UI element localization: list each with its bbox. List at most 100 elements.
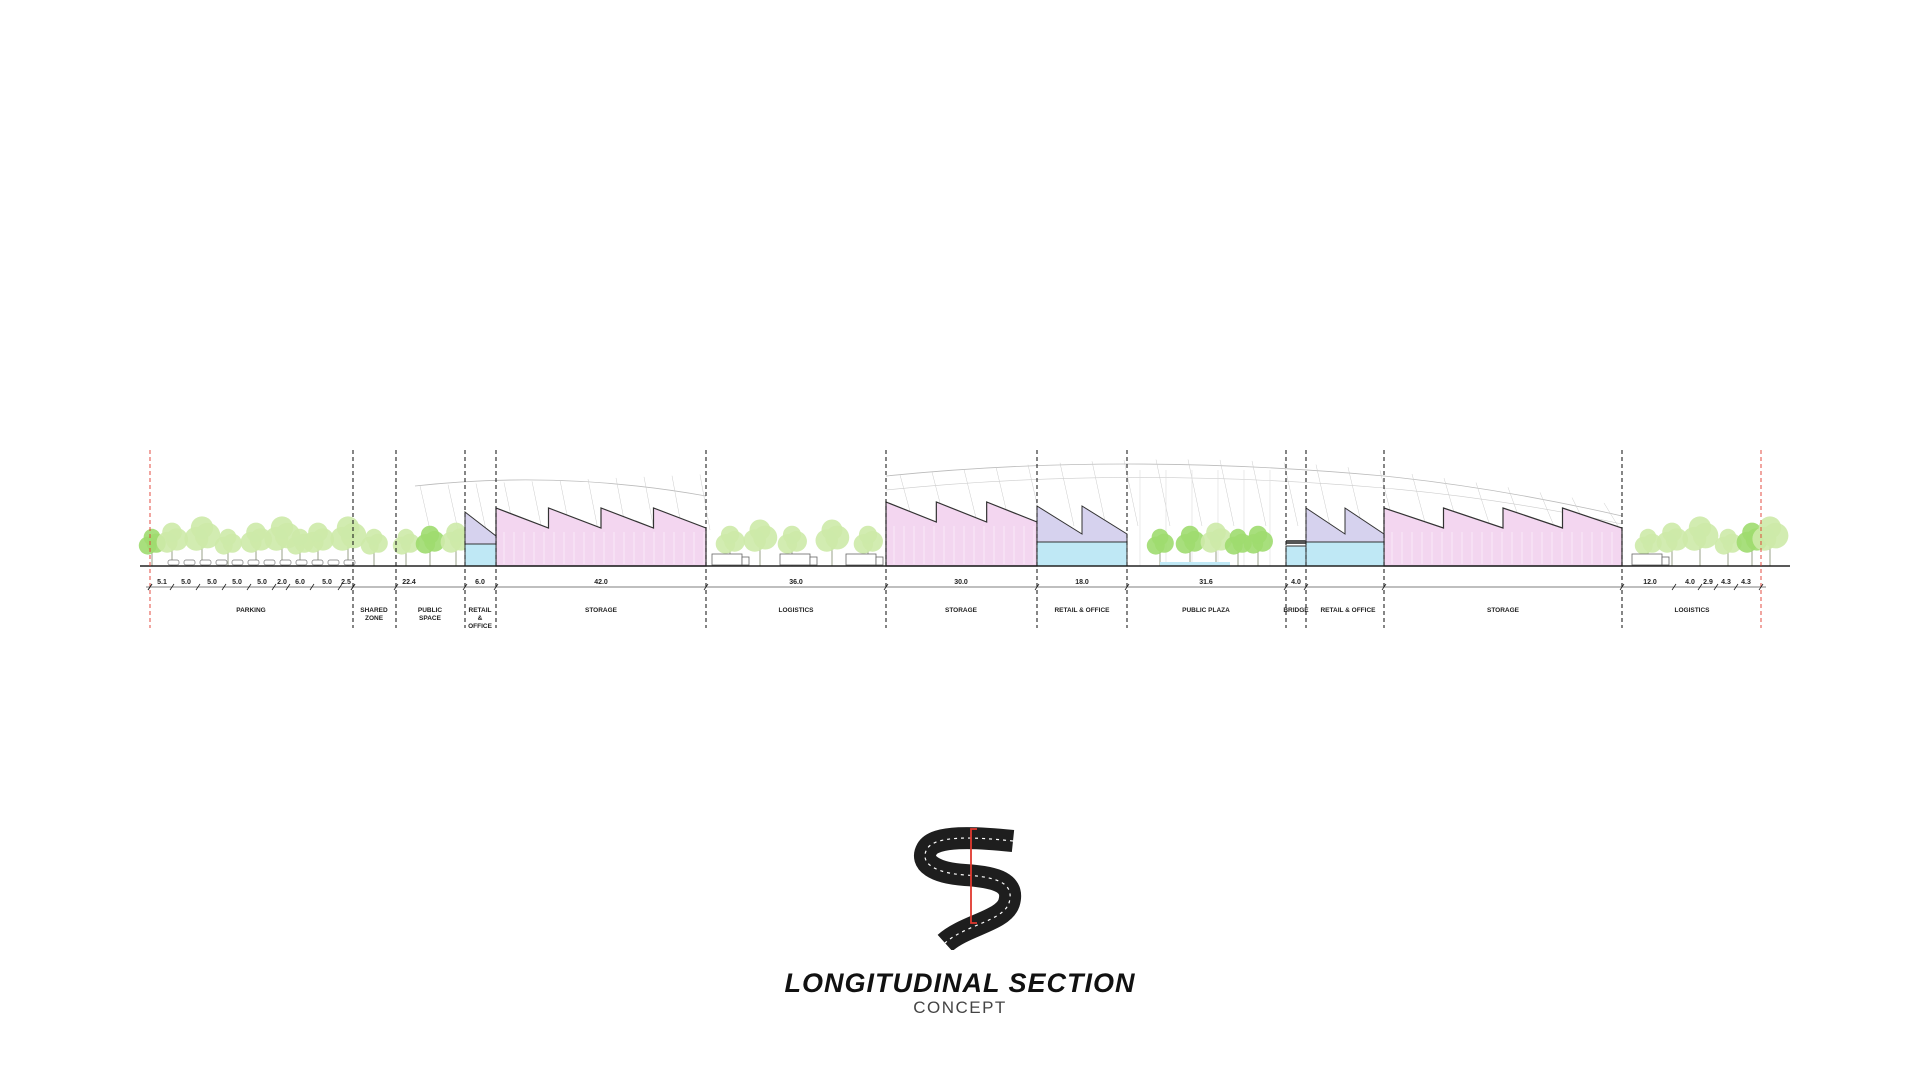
roof-arc-east-inner: [885, 477, 1623, 525]
bridge-deck: [1286, 540, 1306, 544]
zone-dimension: 4.0: [1685, 579, 1695, 586]
parking-sub-dimension: 6.0: [295, 579, 305, 586]
roof-arc-east: [885, 463, 1623, 517]
dimension-tick: [309, 583, 315, 591]
zone-label-line: STORAGE: [945, 607, 978, 614]
tree-canopy: [858, 525, 878, 544]
parked-car: [247, 559, 260, 566]
tree-canopy: [1229, 528, 1247, 546]
s-path-icon: [914, 827, 1022, 950]
retail-upper-floor: [1036, 505, 1128, 543]
parked-car: [167, 559, 180, 566]
retail-lower-floor: [1305, 541, 1385, 567]
tree-canopy: [1639, 528, 1657, 546]
zone-label-storage-3: STORAGE: [1487, 607, 1520, 614]
roof-grid-line: [699, 474, 711, 531]
dimension-tick: [703, 583, 709, 591]
truck-trailer: [711, 553, 743, 566]
roof-grid-line: [1411, 473, 1427, 527]
tree-canopy: [270, 516, 294, 539]
truck-cab: [741, 556, 750, 566]
storage-building-2: [885, 501, 1038, 567]
s-path-dashes: [924, 837, 1014, 944]
truck-cab: [809, 556, 818, 566]
tree: [1243, 525, 1273, 566]
parking-sub-dimension: 5.0: [181, 579, 191, 586]
parking-sub-dimension: 5.0: [257, 579, 267, 586]
tree: [1682, 516, 1719, 566]
tree-canopy: [162, 522, 182, 543]
buildings-group: [167, 501, 1670, 567]
building-body: [885, 501, 1038, 567]
zone-dimension: 6.0: [475, 579, 485, 586]
dimension-tick: [1671, 583, 1677, 591]
tree-canopy: [1180, 525, 1200, 544]
bridge-structure: [1285, 545, 1307, 567]
truck-cab: [875, 556, 884, 566]
dimension-tick: [1713, 583, 1719, 591]
roof-grid-line: [587, 479, 599, 531]
roof-grid-line: [1059, 462, 1075, 527]
parking-sub-dimension: 5.0: [322, 579, 332, 586]
zone-label-line: &: [478, 615, 483, 622]
parked-car: [343, 559, 356, 566]
zone-label-line: PUBLIC PLAZA: [1182, 607, 1230, 614]
tree-canopy: [1248, 525, 1268, 544]
roof-grid-line: [1219, 459, 1235, 527]
dimension-tick: [1034, 583, 1040, 591]
roof-grid-line: [1123, 460, 1139, 527]
tree: [302, 522, 335, 566]
zone-label-line: STORAGE: [585, 607, 618, 614]
zone-labels: PARKING SHARED ZONE PUBLIC SPACE RETAIL & OFFIC…: [236, 607, 1710, 630]
retail-office-block-1: [464, 510, 497, 567]
roof-grid-line: [1251, 460, 1267, 527]
zone-dimension: 22.4: [402, 579, 416, 586]
tree-canopy: [720, 525, 740, 544]
zone-label-line: LOGISTICS: [1674, 607, 1710, 614]
truck-trailer: [779, 553, 811, 566]
tree: [1656, 522, 1689, 566]
tree-canopy: [1688, 516, 1712, 539]
tree: [1752, 516, 1789, 566]
dimension-tick: [195, 583, 201, 591]
zone-dimension: 31.6: [1199, 579, 1213, 586]
plaza-water-feature: [1160, 562, 1230, 566]
tree-canopy: [308, 522, 328, 543]
zone-label-retail-office-1: RETAIL & OFFICE: [468, 607, 492, 630]
tree: [853, 525, 883, 566]
tree-canopy: [397, 528, 415, 546]
tree: [415, 525, 445, 566]
retail-office-block-2: [1036, 505, 1128, 567]
roof-grid-line: [1475, 482, 1491, 527]
dimension-tick: [883, 583, 889, 591]
parked-car: [183, 559, 196, 566]
dimension-tick: [1124, 583, 1130, 591]
dimension-tick: [337, 583, 343, 591]
dimension-tick: [350, 583, 356, 591]
zone-label-parking: PARKING: [236, 607, 266, 614]
retail-office-block-3: [1305, 507, 1385, 567]
zone-label-line: PARKING: [236, 607, 266, 614]
dimension-tick: [1619, 583, 1625, 591]
zone-label-line: RETAIL: [469, 607, 492, 614]
dimension-tick: [393, 583, 399, 591]
retail-lower-floor: [464, 543, 497, 567]
parking-sub-dimension: 5.1: [157, 579, 167, 586]
zone-dimension: 36.0: [789, 579, 803, 586]
dimension-tick: [271, 583, 277, 591]
retail-upper-floor: [464, 510, 497, 545]
roof-grid-line: [963, 469, 979, 527]
tree: [360, 528, 388, 566]
dimension-tick: [1303, 583, 1309, 591]
dimension-chain: 5.1 5.0 5.0 5.0 5.0 2.0 6.0 5.0 2.5 22.4 6.0 42.0 36…: [146, 579, 1766, 591]
tree: [156, 522, 189, 566]
parked-car: [231, 559, 244, 566]
roof-grid-line: [531, 481, 543, 531]
tree-canopy: [749, 519, 771, 541]
zone-dimension: 18.0: [1075, 579, 1089, 586]
parked-car: [295, 559, 308, 566]
tree-canopy: [336, 516, 360, 539]
storage-building-3: [1383, 507, 1623, 567]
parking-sub-dimension: 2.0: [277, 579, 287, 586]
